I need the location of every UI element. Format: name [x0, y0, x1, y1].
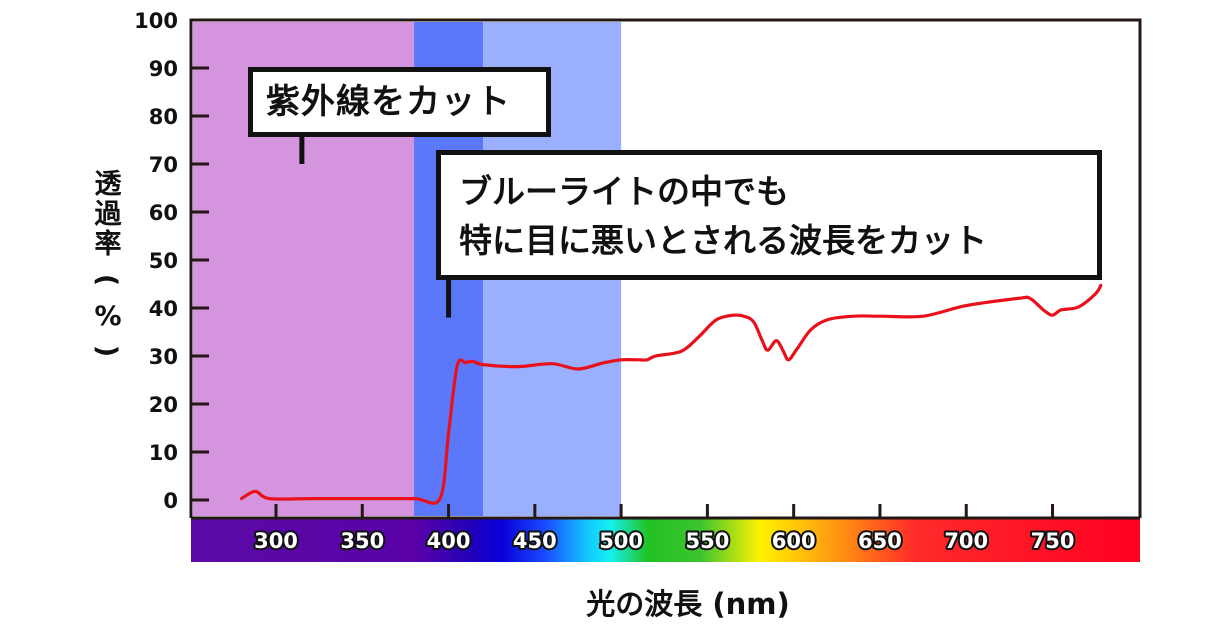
spectrum-color-bar	[191, 519, 1140, 562]
plot-frame	[189, 18, 1142, 520]
y-tick-label: 70	[149, 153, 178, 177]
y-axis-ticks: 0 10 20 30 40 50 60 70 80 90 100	[134, 9, 209, 513]
callout-bluelight-line2: 特に目に悪いとされる波長をカット	[459, 221, 987, 260]
x-tick-label: 400	[427, 529, 471, 553]
y-tick-label: 20	[149, 393, 178, 417]
y-tick-label: 80	[149, 105, 178, 129]
y-axis-label-char: (	[91, 274, 122, 286]
x-tick-label: 500	[599, 529, 643, 553]
x-axis-ticks: 300 350 400 450 500 550 600 650 700 750	[252, 504, 1076, 555]
y-axis-label-char: %	[94, 301, 121, 332]
y-axis-label-char: )	[91, 345, 122, 357]
spectrum-bar	[191, 519, 1140, 562]
callout-uv-cut: 紫外線をカット	[248, 67, 551, 137]
y-tick-label: 60	[149, 201, 178, 225]
y-tick-label: 30	[149, 345, 178, 369]
y-axis-label-char: 過	[95, 199, 123, 230]
y-tick-label: 40	[149, 297, 178, 321]
x-tick-label: 350	[340, 529, 384, 553]
x-tick-label: 650	[858, 529, 902, 553]
x-tick-label: 600	[772, 529, 816, 553]
x-tick-label: 450	[513, 529, 557, 553]
transmittance-line	[239, 283, 1103, 505]
y-axis-label: 透過率 (%)	[91, 169, 123, 357]
y-tick-label: 90	[149, 57, 178, 81]
y-tick-label: 0	[163, 489, 178, 513]
callout-uv-text: 紫外線をカット	[266, 82, 511, 122]
y-axis-label-char: 率	[95, 228, 122, 260]
callout-bluelight-cut: ブルーライトの中でも 特に目に悪いとされる波長をカット	[436, 150, 1102, 280]
y-tick-label: 50	[149, 249, 178, 273]
x-tick-label: 300	[254, 529, 298, 553]
y-tick-label: 10	[149, 441, 178, 465]
x-tick-label: 700	[944, 529, 988, 553]
y-axis-label-char: 透	[95, 169, 122, 200]
callout-bluelight-line1: ブルーライトの中でも	[459, 172, 789, 211]
series-line	[239, 283, 1103, 505]
x-tick-label: 750	[1031, 529, 1075, 553]
y-tick-label: 100	[134, 9, 178, 33]
x-axis-label: 光の波長 (nm)	[586, 587, 789, 621]
x-tick-label: 550	[685, 529, 729, 553]
